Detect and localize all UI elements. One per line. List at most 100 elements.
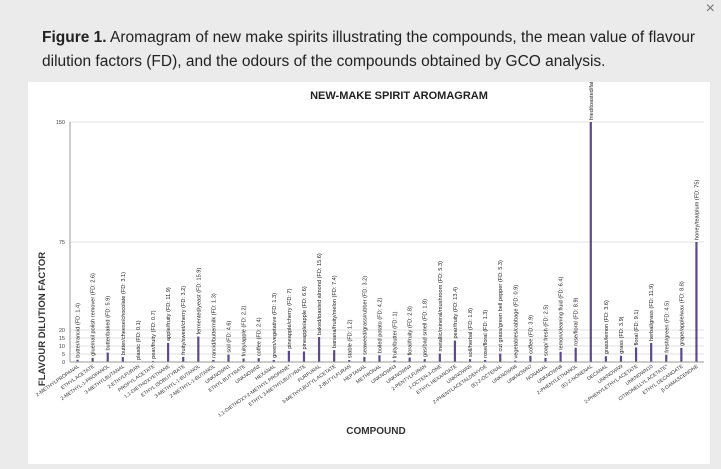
y-tick-label: 0 (62, 360, 65, 366)
y-tick-label: 5 (62, 352, 65, 358)
y-tick-label: 20 (59, 328, 65, 334)
bar-label: soil/herbal (FD: 1.8) (468, 308, 474, 357)
bar (257, 358, 260, 362)
bar-label: vegetables/cabbage (FD: 0.9) (513, 285, 519, 359)
bar-label: butter/baked (FD: 5.9) (106, 296, 112, 351)
bar (317, 337, 321, 362)
bar-label: plastic (FD: 0.1) (136, 320, 142, 360)
bar-label: rancid/buttermilk (FD: 1.3) (211, 293, 217, 358)
bar-label: banana/fruity/melon (FD: 7.4) (332, 275, 338, 348)
bar (272, 359, 275, 362)
bar (91, 357, 94, 362)
y-tick-label: 75 (59, 240, 65, 246)
bar (242, 358, 245, 362)
chart-panel: NEW-MAKE SPIRIT AROMAGRAM FLAVOUR DILUTI… (28, 52, 710, 464)
bar (453, 340, 457, 362)
chart-title: NEW-MAKE SPIRIT AROMAGRAM (310, 90, 488, 102)
bar-label: soil (FD: 4.6) (227, 320, 233, 352)
bar (212, 359, 215, 362)
y-axis-ticks: 0 5 10 15 20 75 150 (56, 120, 65, 366)
bar (121, 357, 124, 362)
bar-label: lemon/cleaning fluid (FD: 6.4) (559, 277, 565, 350)
bar-label: coffee (FD: 3.9) (528, 315, 534, 354)
bar (348, 360, 351, 362)
bar (529, 355, 532, 362)
bar-series (76, 122, 698, 363)
bar-label: seaweed/grass/rubber (FD: 3.2) (362, 276, 368, 355)
bar-label: baked/toasted almond (FD: 15.6) (317, 253, 323, 335)
bar-label: floral/fruity (FD: 2.8) (408, 306, 414, 356)
bar-label: grass (FD: 3.9) (619, 316, 625, 353)
bar-label: herbal/grass (FD: 11.9) (649, 284, 655, 341)
bar-label: pineapple/cherry (FD: 7) (287, 288, 293, 348)
bar-label: metallic/mineral/mushroom (FD: 5.3) (438, 261, 444, 352)
bar (680, 347, 683, 362)
bar-label: boiled potato (FD: 4.2) (377, 297, 383, 353)
bar (468, 359, 472, 362)
bar (408, 357, 411, 362)
y-tick-label: 10 (59, 344, 65, 350)
bar (650, 342, 653, 362)
bar-label: soap/ fresh (FD: 2.5) (544, 305, 550, 356)
bar-label: glue/nail polish remover (FD: 2.6) (91, 273, 97, 356)
bar (302, 351, 306, 362)
bar (363, 356, 366, 362)
bar (499, 353, 502, 362)
bar (665, 354, 668, 362)
bar (619, 355, 623, 362)
bar-label: gas/bad smell (FD: 1.8) (423, 299, 429, 357)
bar (574, 347, 577, 362)
bar (227, 354, 230, 362)
bar-label: fruity/apple (FD: 2.2) (242, 305, 248, 356)
bar (182, 356, 185, 362)
bar-label: pear/fruity (FD: 0.7) (151, 310, 157, 359)
bar (514, 360, 517, 362)
bar (333, 350, 336, 362)
bar (76, 359, 79, 362)
bar-label: grass/lemon (FD: 3.6) (604, 300, 610, 354)
bar-label: fruity/sweet/cherry (FD: 3.2) (181, 286, 187, 355)
bar (167, 342, 170, 362)
bar-label: pineapple/apple (FD: 6.6) (302, 286, 308, 349)
bar (106, 352, 109, 362)
grid-lines (70, 121, 704, 355)
bar (695, 242, 698, 362)
bar-labels: butter/rancid (FD: 1.4) glue/nail polish … (76, 52, 701, 360)
figure-caption: Figure 1. Aromagram of new make spirits … (42, 26, 702, 74)
bar (423, 359, 426, 362)
bar-label: floral (FD: 9.1) (634, 310, 640, 346)
bar (393, 360, 396, 362)
y-axis-label: FLAVOUR DILUTION FACTOR (37, 252, 48, 386)
bar-label: butter/rancid (FD: 1.4) (76, 303, 82, 358)
bar (604, 356, 607, 362)
bar-label: pear/fruity (FD: 13.4) (453, 287, 459, 339)
bar-label: fresh/green (FD: 4.5) (664, 301, 670, 353)
bar-label: rose/floral (FD: 8.9) (574, 297, 580, 345)
bar-label: apple/fruity (FD: 11.9) (166, 287, 172, 341)
bar (151, 360, 155, 362)
bar (287, 350, 290, 362)
figure-label: Figure 1. (42, 29, 107, 46)
figure-caption-text: Aromagram of new make spirits illustrati… (42, 29, 696, 70)
y-tick-label: 15 (59, 336, 65, 342)
bar (544, 358, 547, 362)
bar-label: fried/toasted/fatty (FD: 150) (589, 82, 595, 120)
bar (197, 336, 200, 362)
bar-label: fruity/butter (FD: 1) (393, 311, 399, 358)
bar-label: rose/floral (FD: 1.3) (483, 310, 489, 358)
bar-label: coffee (FD: 2.4) (257, 317, 263, 356)
bar-label: honey/tea/plum (FD: 75) (694, 180, 700, 240)
bar (378, 355, 381, 362)
bar-label: fermented/yeast (FD: 15.9) (196, 268, 202, 335)
bar (634, 347, 638, 362)
bar (559, 351, 562, 362)
bar-label: green/vegetative (FD: 1.3) (272, 293, 278, 358)
bar-label: cut grass/green bell pepper (FD: 5.3) (498, 260, 504, 352)
bar-label: stable (FD: 1.2) (347, 319, 353, 358)
bar-label: grape/apple/wax (FD: 8.8) (679, 281, 685, 346)
y-tick-label: 150 (56, 120, 65, 126)
close-icon[interactable]: × (705, 0, 715, 17)
bar-label: butter/cheese/chocolate (FD: 3.1) (121, 272, 127, 355)
bar (589, 122, 592, 362)
